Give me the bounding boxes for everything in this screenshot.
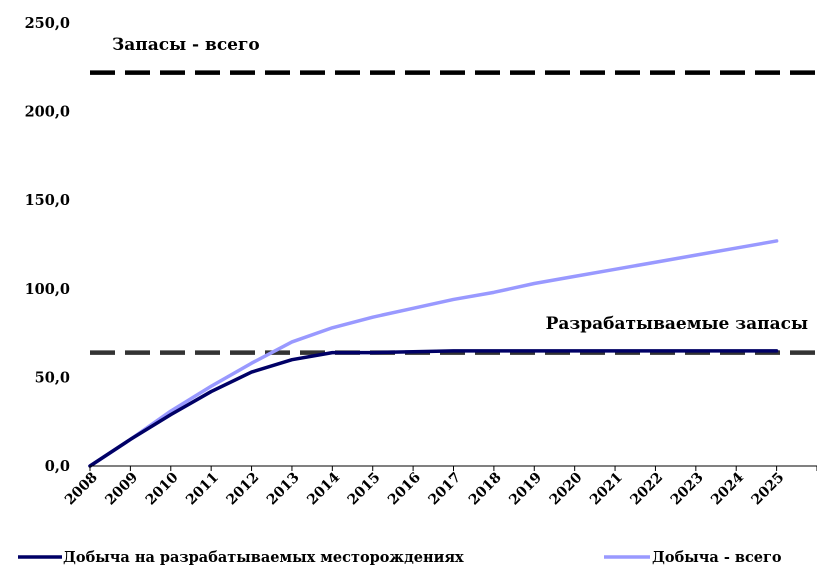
x-tick-label: 2017 [425,470,464,509]
series-line-total-production [88,239,779,468]
x-tick-label: 2012 [224,470,263,509]
y-tick-label: 200,0 [25,104,70,121]
x-tick-label: 2014 [304,469,343,508]
series-lines [88,239,779,468]
x-tick-marks [89,466,817,471]
x-tick-label: 2023 [668,470,707,509]
y-tick-labels: 0,0 50,0 100,0 150,0 200,0 250,0 [25,15,70,475]
legend-item-developed-fields: Добыча на разрабатываемых месторождениях [63,549,464,566]
x-tick-label: 2020 [547,469,586,508]
x-tick-labels: 2008 2009 2010 2011 2012 2013 2014 2015 2016 2017… [62,469,787,508]
x-axis: 2008 2009 2010 2011 2012 2013 2014 2015 2016 2017… [62,465,817,508]
reference-lines [90,70,817,355]
legend: Добыча на разрабатываемых месторождениях… [18,549,782,566]
x-tick-label: 2024 [708,469,747,508]
series-line-developed-fields [88,349,779,468]
x-tick-label: 2015 [345,470,384,509]
annotations: Запасы - всего Разрабатываемые запасы [112,35,808,334]
y-tick-label: 50,0 [35,369,70,386]
x-tick-label: 2022 [627,470,666,509]
total-reserves-label: Запасы - всего [112,35,260,55]
y-tick-label: 250,0 [25,15,70,32]
x-tick-label: 2010 [143,469,182,508]
x-tick-label: 2016 [385,470,424,509]
x-tick-label: 2011 [183,470,222,509]
x-tick-label: 2013 [264,470,303,509]
x-tick-label: 2008 [62,470,101,509]
developed-reserves-label: Разрабатываемые запасы [546,314,808,334]
y-tick-label: 150,0 [25,192,70,209]
legend-item-total-production: Добыча - всего [652,549,782,566]
x-tick-label: 2019 [506,470,545,509]
y-tick-label: 0,0 [45,458,70,475]
y-tick-label: 100,0 [25,281,70,298]
x-tick-label: 2025 [749,470,788,509]
x-tick-label: 2018 [466,470,505,509]
x-tick-label: 2009 [102,470,141,509]
x-tick-label: 2021 [587,470,626,509]
